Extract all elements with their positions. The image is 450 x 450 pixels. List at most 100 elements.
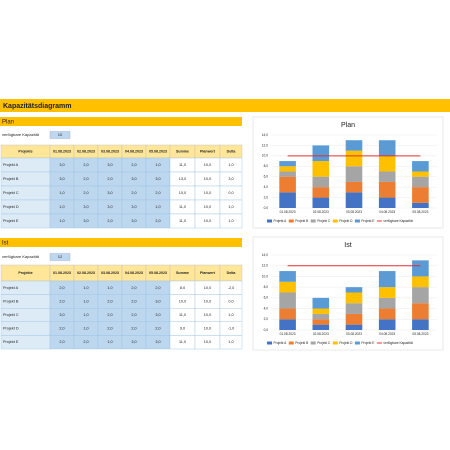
y-tick-label: 2,0 bbox=[264, 195, 269, 199]
cell-text: 11,0 bbox=[179, 313, 186, 317]
bar-segment bbox=[345, 150, 363, 167]
cell-text: 2,0 bbox=[155, 191, 160, 195]
cell-text: Projekt A bbox=[3, 163, 19, 167]
x-tick-label: 04.08.2023 bbox=[379, 332, 395, 336]
bar-segment bbox=[345, 181, 363, 193]
x-tick-label: 02.08.2023 bbox=[313, 210, 329, 214]
cell-text: 0,0 bbox=[228, 191, 233, 195]
header-text: Projekte bbox=[18, 149, 32, 153]
bar-segment bbox=[412, 276, 429, 288]
bar-segment bbox=[279, 308, 296, 320]
bar-segment bbox=[279, 176, 296, 193]
header-text: 05.08.2023 bbox=[149, 271, 167, 275]
header-text: 05.08.2023 bbox=[149, 149, 167, 153]
cell-text: Projekt D bbox=[3, 205, 19, 209]
header-text: 03.08.2023 bbox=[101, 149, 119, 153]
cell-text: 2,0 bbox=[107, 177, 112, 181]
cell-text: Projekt D bbox=[3, 327, 19, 331]
cell-text: 3,0 bbox=[83, 219, 88, 223]
legend-label: Projekt C bbox=[317, 341, 331, 345]
legend-label: Projekt E bbox=[361, 341, 374, 345]
cell-text: 2,0 bbox=[131, 191, 136, 195]
cell-text: 11,0 bbox=[179, 219, 186, 223]
cell-text: 3,0 bbox=[155, 313, 160, 317]
cell-text: 2,0 bbox=[131, 163, 136, 167]
chart-title: Ist bbox=[344, 242, 351, 249]
cell-text: Projekt B bbox=[3, 177, 19, 181]
bar-segment bbox=[312, 324, 330, 330]
bar-segment bbox=[279, 319, 296, 330]
legend-swatch bbox=[267, 219, 272, 223]
y-tick-label: 10,0 bbox=[262, 154, 268, 158]
cell-text: 11,0 bbox=[179, 340, 186, 344]
cell-text: -1,0 bbox=[228, 327, 235, 331]
bar-segment bbox=[312, 161, 330, 177]
cell-text: 3,0 bbox=[107, 163, 112, 167]
cell-text: 13,0 bbox=[179, 177, 186, 181]
y-tick-label: 2,0 bbox=[264, 317, 269, 321]
cell-text: 10,0 bbox=[204, 313, 211, 317]
cell bbox=[219, 335, 243, 350]
cell-text: 3,0 bbox=[131, 205, 136, 209]
x-tick-label: 01.08.2023 bbox=[280, 210, 296, 214]
cell-text: 2,0 bbox=[59, 340, 64, 344]
bar-segment bbox=[345, 287, 363, 293]
cell-text: 10,0 bbox=[204, 327, 211, 331]
capacity-label: verfügbare Kapazität bbox=[2, 254, 40, 259]
cell-text: 1,0 bbox=[83, 299, 88, 303]
cell-text: -2,0 bbox=[228, 286, 235, 290]
x-tick-label: 04.08.2023 bbox=[379, 210, 395, 214]
cell-text: 8,0 bbox=[180, 286, 185, 290]
bar-segment bbox=[279, 192, 296, 208]
header-text: 01.08.2023 bbox=[53, 271, 71, 275]
y-tick-label: 14,0 bbox=[262, 133, 268, 137]
bar-segment bbox=[412, 303, 429, 320]
bar-segment bbox=[279, 271, 296, 282]
y-tick-label: 4,0 bbox=[264, 185, 269, 189]
capacity-value: 12 bbox=[58, 254, 63, 259]
header-text: 03.08.2023 bbox=[101, 271, 119, 275]
bar-segment bbox=[345, 140, 363, 151]
cell-text: Projekt A bbox=[3, 286, 19, 290]
x-tick-label: 05.08.2023 bbox=[412, 210, 428, 214]
header-text: 04.08.2023 bbox=[125, 271, 143, 275]
legend-swatch bbox=[354, 219, 360, 223]
cell-text: 1,0 bbox=[228, 163, 233, 167]
cell-text: Projekt E bbox=[3, 340, 19, 344]
cell-text: Projekt C bbox=[3, 313, 19, 317]
y-tick-label: 10,0 bbox=[262, 274, 268, 278]
cell-text: 1,0 bbox=[228, 313, 233, 317]
cell-text: 3,0 bbox=[131, 340, 136, 344]
bar-segment bbox=[312, 313, 330, 320]
bar-segment bbox=[312, 297, 330, 309]
bar-segment bbox=[279, 161, 296, 167]
legend-label: Projekt A bbox=[274, 219, 288, 223]
bar-segment bbox=[378, 197, 396, 208]
legend-label: Projekt B bbox=[295, 219, 308, 223]
bar-segment bbox=[345, 292, 363, 304]
header-text: Planwert bbox=[200, 271, 216, 275]
cell-text: 10,0 bbox=[204, 163, 211, 167]
cell-text: 1,0 bbox=[83, 327, 88, 331]
bar-segment bbox=[279, 281, 296, 293]
cell-text: 10,0 bbox=[204, 177, 211, 181]
bar-segment bbox=[312, 145, 330, 162]
bar-segment bbox=[412, 287, 429, 304]
bar-segment bbox=[378, 287, 396, 298]
legend-swatch bbox=[288, 341, 294, 345]
legend-swatch bbox=[310, 341, 316, 345]
cell-text: 3,0 bbox=[59, 163, 64, 167]
header-text: Projekte bbox=[18, 271, 32, 275]
bar-segment bbox=[412, 161, 429, 172]
section-label: Plan bbox=[2, 119, 14, 125]
capacity-cell bbox=[49, 131, 71, 139]
capacity-label: verfügbare Kapazität bbox=[2, 132, 40, 137]
header-text: 04.08.2023 bbox=[125, 149, 143, 153]
bar-segment bbox=[279, 292, 296, 309]
legend-label: Projekt E bbox=[361, 219, 374, 223]
bar-segment bbox=[312, 319, 330, 325]
bar-segment bbox=[378, 155, 396, 172]
legend-label: Projekt D bbox=[339, 219, 353, 223]
bar-segment bbox=[345, 166, 363, 182]
